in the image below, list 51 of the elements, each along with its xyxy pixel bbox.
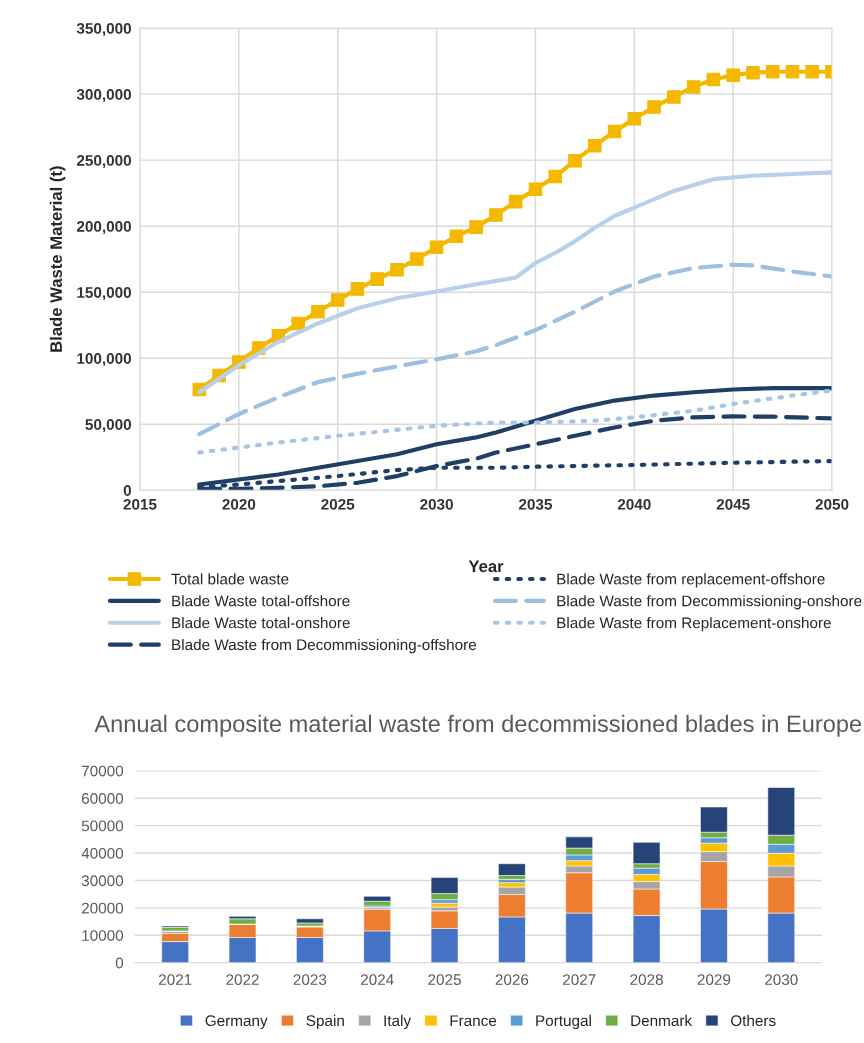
legend-label: Blade Waste from Replacement-onshore: [557, 617, 831, 632]
y-tick-label: 10000: [82, 930, 124, 941]
x-tick-label: 2020: [222, 498, 256, 510]
y-tick-label: 30000: [81, 875, 124, 887]
x-tick-label: 2029: [697, 974, 731, 986]
x-tick-label: 2026: [495, 974, 529, 986]
y-tick-label: 300,000: [76, 89, 132, 103]
x-tick-label: 2030: [420, 498, 453, 510]
x-tick-label: 2045: [716, 498, 750, 510]
legend-label: Total blade waste: [171, 573, 289, 585]
y-tick-label: 60000: [81, 793, 124, 804]
x-tick-label: 2050: [815, 498, 849, 510]
y-tick-label: 70000: [81, 765, 124, 777]
y-tick-label: 0: [115, 957, 124, 969]
x-tick-label: 2028: [630, 974, 663, 986]
x-tick-label: 2021: [158, 974, 192, 986]
y-tick-label: 150,000: [77, 287, 132, 301]
chart-title: Annual composite material waste from decommissioned blades in Europe: [94, 714, 862, 737]
x-tick-label: 2025: [428, 974, 461, 986]
x-tick-label: 2022: [226, 974, 259, 986]
legend-label: Portugal: [536, 1014, 591, 1030]
x-tick-label: 2035: [518, 498, 552, 510]
y-tick-label: 100,000: [77, 353, 132, 367]
legend-label: Blade Waste from replacement-offshore: [557, 573, 825, 588]
x-tick-label: 2030: [765, 974, 798, 986]
x-axis-title: Year: [468, 560, 504, 573]
legend-label: Blade Waste from Decommissioning-onshore: [557, 595, 862, 610]
legend-label: Denmark: [631, 1014, 693, 1027]
y-axis-title: Blade Waste Material (t): [49, 166, 66, 352]
y-tick-label: 200,000: [76, 221, 132, 235]
y-tick-label: 20000: [81, 902, 124, 914]
y-tick-label: 250,000: [76, 155, 132, 169]
x-tick-label: 2015: [123, 498, 157, 510]
legend-label: Others: [731, 1014, 776, 1027]
legend-label: Spain: [306, 1014, 344, 1030]
y-tick-label: 50000: [81, 820, 124, 832]
y-tick-label: 50,000: [85, 419, 132, 433]
legend-label: Italy: [384, 1014, 412, 1030]
x-tick-label: 2040: [617, 498, 651, 510]
y-tick-label: 40000: [81, 847, 124, 859]
x-tick-label: 2027: [563, 974, 596, 986]
x-tick-label: 2025: [321, 498, 355, 510]
y-tick-label: 350,000: [76, 23, 132, 37]
y-tick-label: 0: [123, 485, 132, 496]
legend-label: Blade Waste from Decommissioning-offshore: [172, 638, 477, 654]
legend-label: Blade Waste total-onshore: [172, 617, 350, 629]
legend-label: Germany: [205, 1015, 268, 1030]
x-tick-label: 2023: [293, 974, 327, 986]
legend-label: Blade Waste total-offshore: [172, 595, 350, 607]
legend-label: France: [450, 1015, 497, 1027]
x-tick-label: 2024: [360, 974, 394, 986]
